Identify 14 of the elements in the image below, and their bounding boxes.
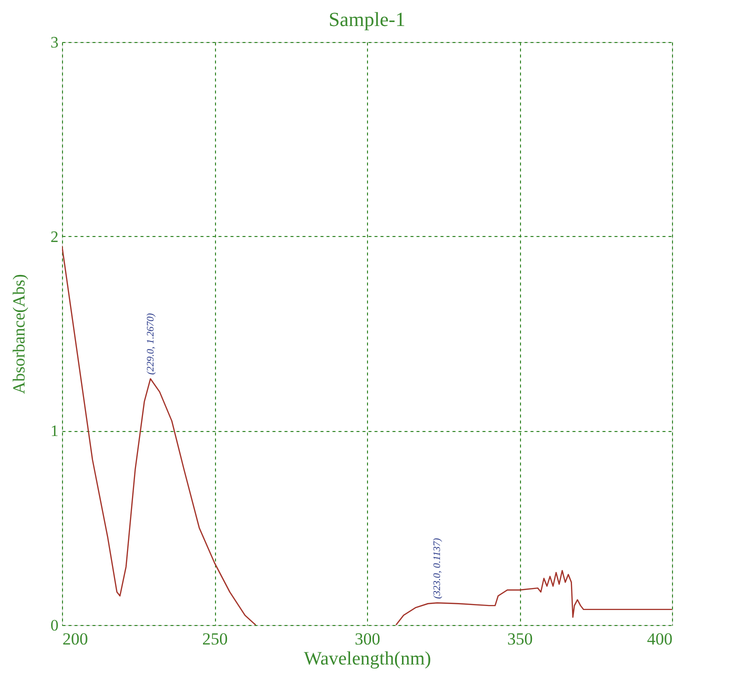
chart-title: Sample-1 xyxy=(328,9,406,31)
y-axis-title: Absorbance(Abs) xyxy=(10,274,28,394)
annotation: (323.0, 0.1137) xyxy=(432,537,444,599)
y-tick-label: 2 xyxy=(50,228,58,246)
x-tick-label: 350 xyxy=(507,630,533,648)
y-tick-label: 1 xyxy=(50,423,58,440)
x-tick-label: 250 xyxy=(202,630,228,648)
annotation: (229.0, 1.2670) xyxy=(145,312,156,375)
x-tick-label: 300 xyxy=(354,630,380,648)
x-tick-label: 400 xyxy=(647,630,672,648)
x-axis-title: Wavelength(nm) xyxy=(304,648,432,670)
x-tick-label: 200 xyxy=(62,630,88,648)
y-tick-label: 3 xyxy=(50,34,58,52)
y-tick-label: 0 xyxy=(50,618,58,634)
